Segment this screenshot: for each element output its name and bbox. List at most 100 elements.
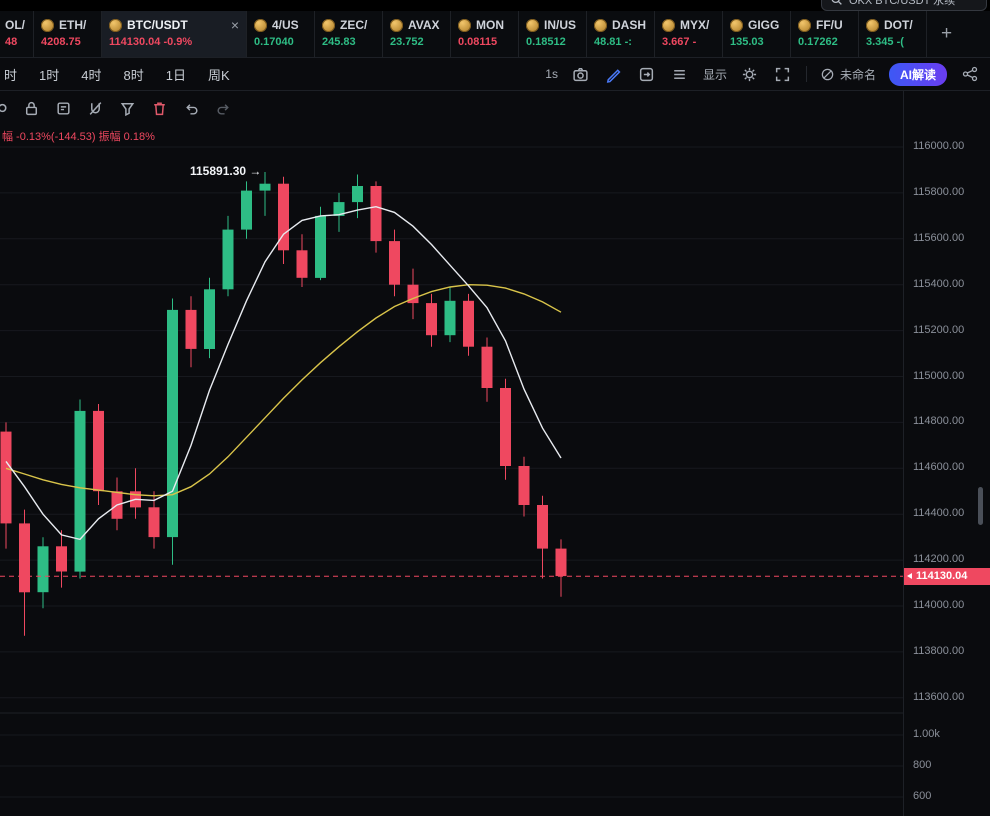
symbol-tab-inus[interactable]: IN/US 0.18512 — [519, 11, 587, 57]
price-axis-label: 115400.00 — [913, 277, 965, 290]
price-axis[interactable]: 114130.04 116000.00 115800.00 115600.00 115… — [903, 91, 990, 816]
coin-icon — [866, 18, 879, 32]
trash-icon[interactable] — [147, 96, 171, 120]
timeframe-button[interactable]: 1时 — [39, 67, 60, 83]
price-axis-label: 113800.00 — [913, 644, 965, 657]
tab-price: 0.17262 — [798, 36, 838, 48]
coin-icon — [526, 18, 539, 32]
symbol-tab-btcusdt[interactable]: BTC/USDT × 114130.04 -0.9% — [102, 11, 247, 57]
timeframe-group: 时 1时 4时 8时 1日 周K — [0, 65, 241, 84]
price-axis-label: 115200.00 — [913, 323, 965, 336]
tab-symbol: ETH/ — [59, 18, 87, 32]
tab-symbol: IN/US — [544, 18, 577, 32]
tab-symbol: AVAX — [408, 18, 440, 32]
coin-icon — [798, 18, 811, 32]
close-tab-icon[interactable]: × — [230, 17, 239, 33]
layout-label: 未命名 — [839, 67, 876, 82]
tab-price: 0.08115 — [458, 36, 498, 48]
filter-funnel-icon[interactable] — [115, 96, 139, 120]
symbol-tab-ol[interactable]: OL/48 — [0, 11, 34, 57]
search-text: OKX BTC/USDT 永续 — [849, 0, 956, 7]
candlestick-chart[interactable] — [0, 91, 903, 816]
volume-axis-label: 600 — [913, 790, 932, 802]
timeframe-button[interactable]: 1日 — [165, 67, 186, 83]
coin-icon — [730, 18, 743, 32]
tab-price: 0.17040 — [254, 36, 294, 48]
indicator-list-icon[interactable] — [670, 64, 690, 84]
timeframe-button[interactable]: 8时 — [123, 67, 144, 83]
link-chain-icon[interactable] — [0, 96, 11, 120]
tab-symbol: MYX/ — [680, 18, 710, 32]
coin-icon — [458, 18, 471, 32]
price-axis-label: 114800.00 — [913, 415, 965, 428]
replay-icon[interactable] — [637, 64, 657, 84]
ai-analysis-button[interactable]: AI解读 — [888, 62, 947, 86]
tab-symbol: ZEC/ — [340, 18, 368, 32]
top-strip: OKX BTC/USDT 永续 — [0, 0, 990, 11]
price-axis-label: 115000.00 — [913, 369, 965, 382]
volume-axis-label: 1.00k — [913, 728, 940, 740]
price-axis-label: 114600.00 — [913, 461, 965, 474]
add-symbol-button[interactable]: + — [941, 23, 953, 44]
symbol-tabs: OL/48 ETH/4208.75 BTC/USDT × 114130.04 -0.9%… — [0, 11, 927, 57]
symbol-tab-gigg[interactable]: GIGG 135.03 — [723, 11, 791, 57]
scrollbar-thumb[interactable] — [978, 487, 983, 525]
camera-icon[interactable] — [571, 64, 591, 84]
last-price-tag: 114130.04 — [904, 567, 990, 585]
change-info-line: 幅 -0.13%(-144.53) 振幅 0.18% — [2, 131, 155, 143]
coin-icon — [322, 18, 335, 32]
tab-price: 114130.04 -0.9% — [109, 36, 193, 48]
note-icon[interactable] — [51, 96, 75, 120]
symbol-tab-zec[interactable]: ZEC/245.83 — [315, 11, 383, 57]
price-axis-label: 115600.00 — [913, 231, 965, 244]
tab-symbol: FF/U — [816, 18, 843, 32]
price-axis-label: 114000.00 — [913, 599, 965, 611]
price-axis-label: 115800.00 — [913, 185, 965, 198]
price-axis-label: 114200.00 — [913, 553, 965, 566]
tab-price: 3.667 - — [662, 36, 697, 48]
tab-symbol: OL/ — [5, 18, 25, 32]
price-axis-label: 116000.00 — [913, 140, 965, 152]
undo-icon[interactable] — [179, 96, 203, 120]
symbol-tab-ffu[interactable]: FF/U 0.17262 — [791, 11, 859, 57]
slash-circle-icon — [821, 68, 834, 80]
tab-symbol: GIGG — [748, 18, 780, 32]
timeframe-button[interactable]: 周K — [207, 67, 230, 83]
symbol-tab-mon[interactable]: MON 0.08115 — [451, 11, 519, 57]
tab-price: 135.03 — [730, 36, 764, 48]
fullscreen-icon[interactable] — [773, 64, 793, 84]
tab-price: 48.81 -: — [594, 36, 632, 48]
tab-price: 0.18512 — [526, 36, 566, 48]
symbol-tab-dash[interactable]: DASH 48.81 -: — [587, 11, 655, 57]
coin-icon — [594, 18, 607, 32]
symbol-tab-myx[interactable]: MYX/3.667 - — [655, 11, 723, 57]
coin-icon — [41, 18, 54, 32]
coin-icon — [109, 18, 122, 32]
settings-gear-icon[interactable] — [740, 64, 760, 84]
tab-price: 3.345 -( — [866, 36, 904, 48]
layout-unnamed-button[interactable]: 未命名 — [820, 66, 876, 83]
tab-symbol: MON — [476, 18, 504, 32]
timeframe-button[interactable]: 4时 — [81, 67, 102, 83]
lock-icon[interactable] — [19, 96, 43, 120]
symbol-search[interactable]: OKX BTC/USDT 永续 — [821, 0, 987, 11]
symbol-tab-eth[interactable]: ETH/4208.75 — [34, 11, 102, 57]
display-button[interactable]: 显示 — [702, 67, 727, 82]
tab-symbol: DOT/ — [884, 18, 913, 32]
symbol-tab-dot[interactable]: DOT/3.345 -( — [859, 11, 927, 57]
price-axis-label: 113600.00 — [913, 690, 965, 703]
coin-icon — [254, 18, 267, 32]
redo-icon[interactable] — [211, 96, 235, 120]
interval-1s-button[interactable]: 1s — [545, 67, 558, 81]
symbol-tab-4us[interactable]: 4/US 0.17040 — [247, 11, 315, 57]
high-price-annotation: 115891.30 → — [190, 164, 262, 178]
draw-pencil-icon[interactable] — [604, 64, 624, 84]
magnet-off-icon[interactable] — [83, 96, 107, 120]
chart-toolbar: 时 1时 4时 8时 1日 周K 1s — [0, 58, 990, 91]
symbol-tab-avax[interactable]: AVAX 23.752 — [383, 11, 451, 57]
timeframe-button[interactable]: 时 — [4, 67, 18, 83]
tab-price: 245.83 — [322, 36, 356, 48]
toolbar-divider — [805, 66, 807, 82]
share-icon[interactable] — [960, 64, 980, 84]
